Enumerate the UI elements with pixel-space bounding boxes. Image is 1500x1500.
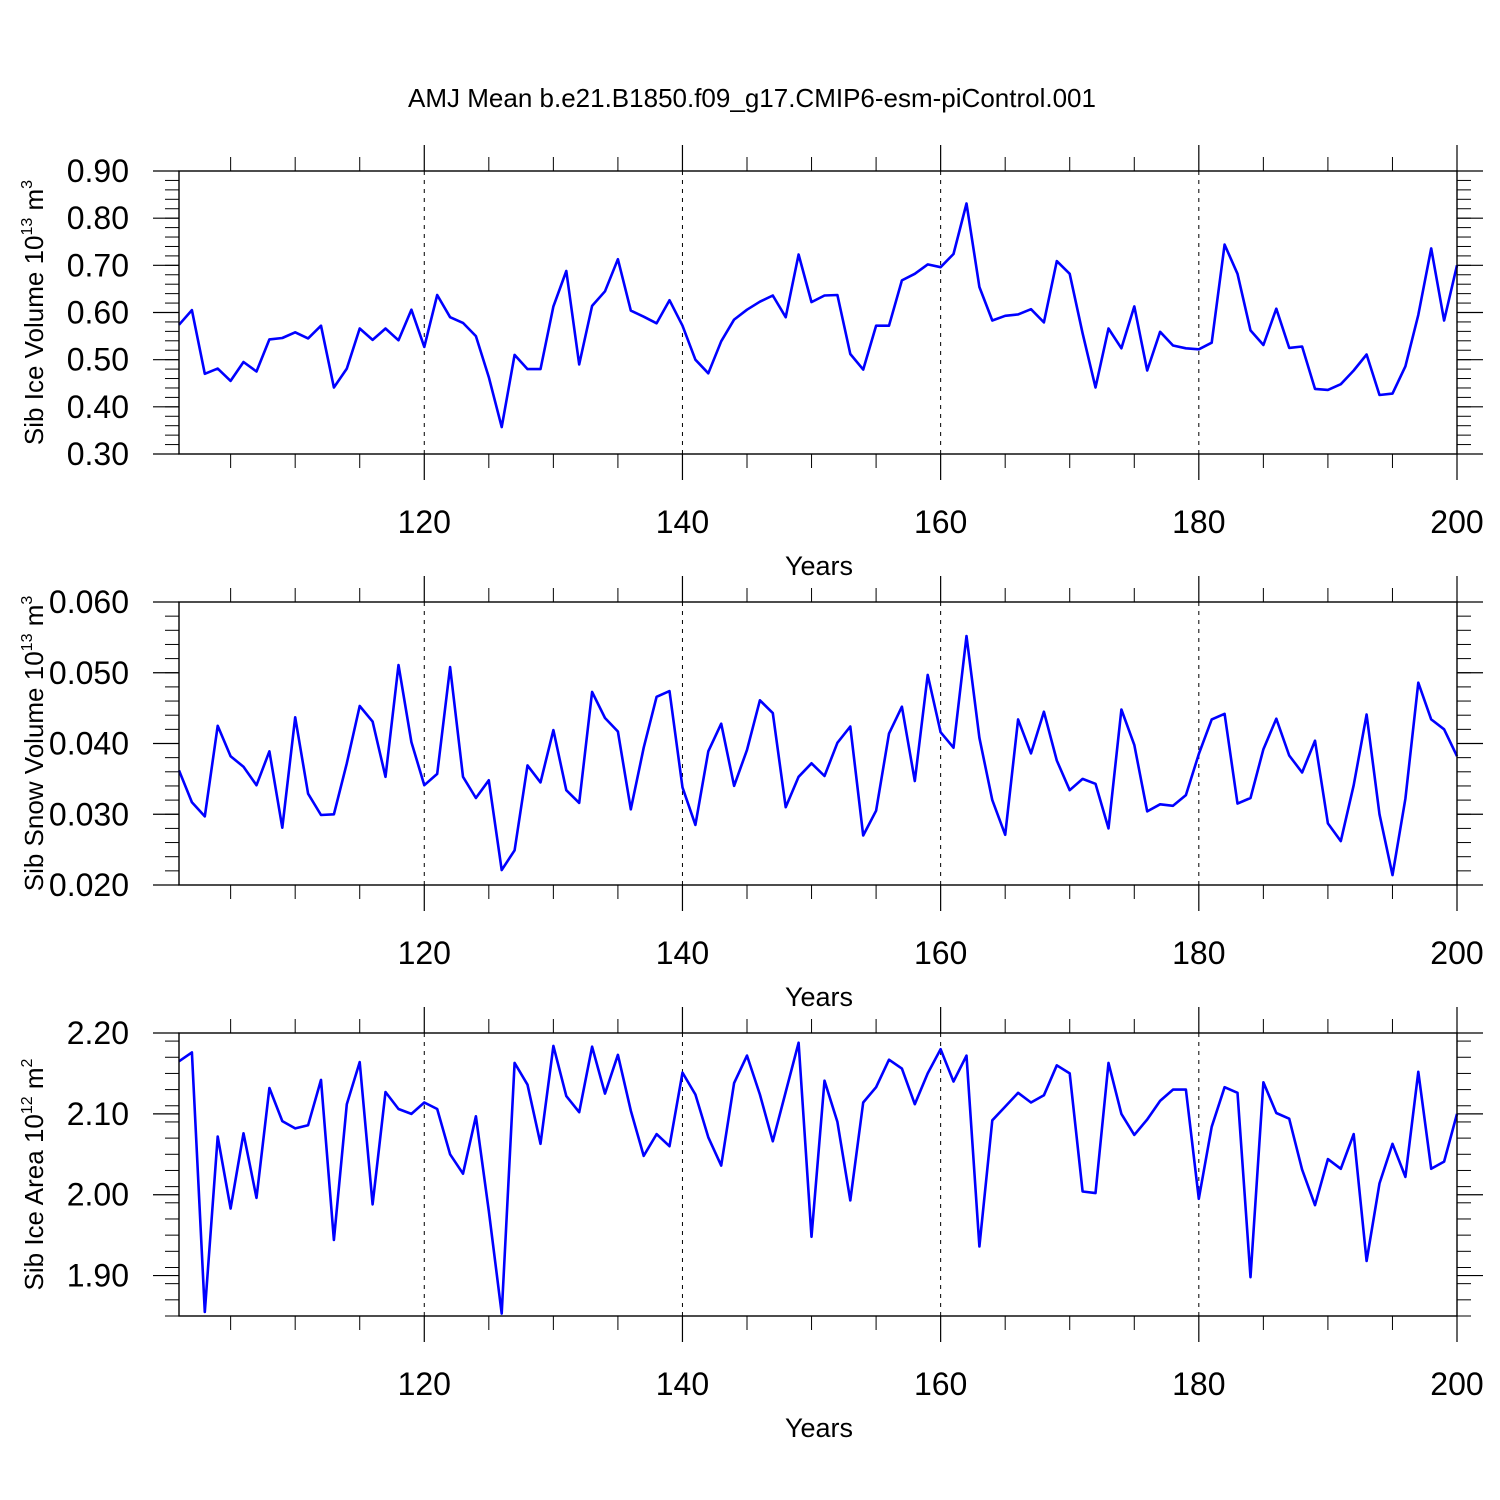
- y-tick-label-1: 0.40: [67, 389, 129, 425]
- y-axis-label-main: Sib Ice Area 10: [19, 1114, 49, 1290]
- x-tick-label-180: 180: [1172, 504, 1225, 540]
- x-tick-label-140: 140: [656, 504, 709, 540]
- y-axis-label-exponent: 13: [19, 633, 36, 651]
- x-axis-label: Years: [785, 982, 853, 1012]
- x-axis-label: Years: [785, 551, 853, 581]
- y-axis-label-unit: m: [19, 189, 49, 218]
- x-tick-label-160: 160: [914, 935, 967, 971]
- y-tick-label-4: 0.70: [67, 247, 129, 283]
- chart-title: AMJ Mean b.e21.B1850.f09_g17.CMIP6-esm-p…: [408, 83, 1096, 113]
- y-tick-label-5: 0.80: [67, 200, 129, 236]
- x-tick-label-140: 140: [656, 1366, 709, 1402]
- panel-sib-ice-area-10: 120 140 160 180 200 1.90 2.00 2.10 2.20 Years Sib …: [19, 1007, 1484, 1443]
- y-axis-label-unit: m: [19, 605, 49, 634]
- x-tick-label-120: 120: [398, 1366, 451, 1402]
- y-axis-label-main: Sib Ice Volume 10: [19, 236, 49, 446]
- x-axis-label: Years: [785, 1413, 853, 1443]
- series-line: [178, 202, 1459, 429]
- plot-frame: [178, 601, 1458, 886]
- x-tick-label-180: 180: [1172, 935, 1225, 971]
- y-tick-label-3: 0.60: [67, 295, 129, 331]
- y-tick-label-4: 0.060: [49, 584, 129, 620]
- y-axis-label-unit-exponent: 2: [19, 1058, 36, 1067]
- y-tick-label-2: 0.50: [67, 342, 129, 378]
- y-axis-label: Sib Snow Volume 1013 m3: [19, 596, 49, 892]
- y-tick-label-0: 0.30: [67, 436, 129, 472]
- panels-group: 120 140 160 180 200 0.30 0.40 0.50 0.60 0.70 0.80 0…: [19, 145, 1484, 1443]
- y-tick-label-2: 0.040: [49, 726, 129, 762]
- x-tick-label-140: 140: [656, 935, 709, 971]
- y-tick-label-3: 0.050: [49, 655, 129, 691]
- y-axis-label-unit-exponent: 3: [19, 596, 36, 605]
- x-tick-label-160: 160: [914, 1366, 967, 1402]
- y-tick-label-6: 0.90: [67, 153, 129, 189]
- y-tick-label-1: 0.030: [49, 796, 129, 832]
- y-axis-label-exponent: 12: [19, 1096, 36, 1114]
- x-tick-label-180: 180: [1172, 1366, 1225, 1402]
- y-tick-label-1: 2.00: [67, 1177, 129, 1213]
- y-tick-label-0: 1.90: [67, 1258, 129, 1294]
- plot-frame: [178, 170, 1458, 455]
- y-axis-label-unit-exponent: 3: [19, 180, 36, 189]
- x-tick-label-120: 120: [398, 935, 451, 971]
- series-line: [177, 634, 1459, 877]
- y-axis-label-exponent: 13: [19, 218, 36, 236]
- y-tick-label-0: 0.020: [49, 867, 129, 903]
- plot-frame: [178, 1032, 1458, 1317]
- y-axis-label: Sib Ice Area 1012 m2: [19, 1058, 49, 1290]
- y-axis-label: Sib Ice Volume 1013 m3: [19, 180, 49, 445]
- x-tick-label-160: 160: [914, 504, 967, 540]
- x-tick-label-120: 120: [398, 504, 451, 540]
- panel-sib-snow-volume-10: 120 140 160 180 200 0.020 0.030 0.040 0.050 0.060…: [19, 576, 1484, 1012]
- y-tick-label-3: 2.20: [67, 1015, 129, 1051]
- x-tick-label-200: 200: [1430, 935, 1483, 971]
- y-tick-label-2: 2.10: [67, 1096, 129, 1132]
- y-axis-label-main: Sib Snow Volume 10: [19, 651, 49, 891]
- x-tick-label-200: 200: [1430, 1366, 1483, 1402]
- panel-sib-ice-volume-10: 120 140 160 180 200 0.30 0.40 0.50 0.60 0.70 0.80 0…: [19, 145, 1484, 581]
- x-tick-label-200: 200: [1430, 504, 1483, 540]
- series-line: [178, 1041, 1459, 1315]
- y-axis-label-unit: m: [19, 1067, 49, 1096]
